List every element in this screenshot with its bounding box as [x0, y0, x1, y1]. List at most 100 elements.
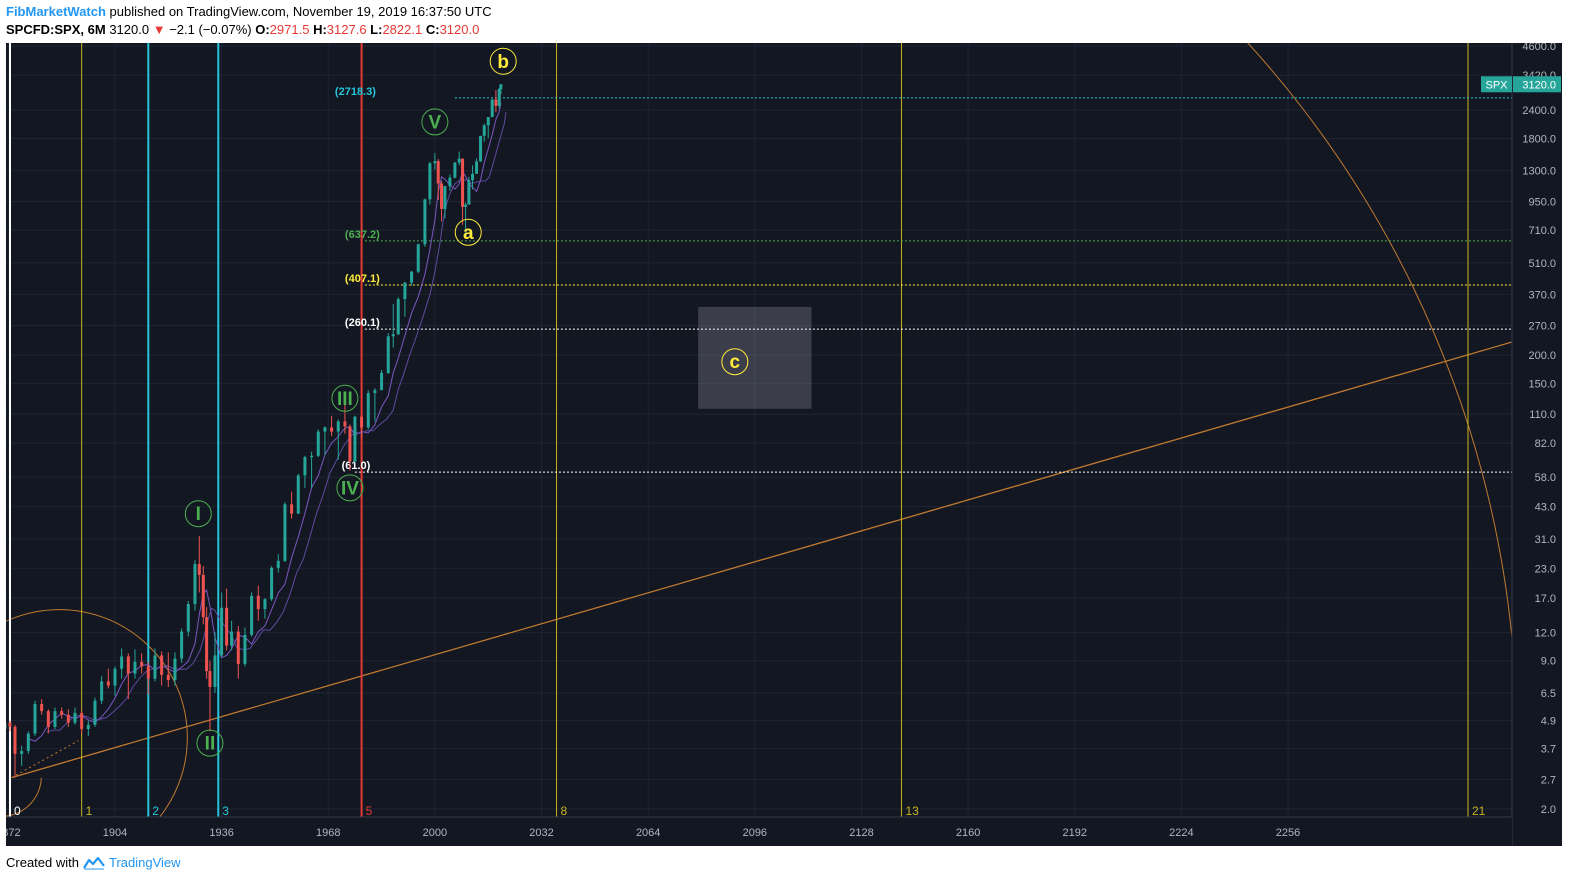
fib-arc-small: [6, 609, 188, 817]
x-tick-label: 1968: [316, 827, 340, 839]
x-tick-label: 2160: [956, 827, 980, 839]
down-arrow-icon: ▼: [152, 22, 166, 37]
open-value: 2971.5: [269, 22, 310, 37]
wave-label-circle: [336, 474, 364, 502]
price-change: −2.1 (−0.07%): [169, 22, 252, 37]
candle-body: [256, 595, 260, 610]
trendline: [11, 341, 1512, 779]
candle-body: [33, 704, 37, 734]
low-label: L:: [370, 22, 383, 37]
fib-time-label: 1: [86, 804, 93, 818]
wave-label: IV: [341, 478, 359, 499]
fib-level-label: (2718.3): [335, 86, 376, 98]
x-tick-label: 1872: [6, 827, 21, 839]
y-tick-label: 12.0: [1535, 627, 1556, 639]
wave-label-circle: [489, 47, 517, 75]
y-tick-label: 150.0: [1528, 378, 1556, 390]
y-tick-label: 2400.0: [1522, 105, 1556, 117]
fib-arc-large: [1247, 43, 1512, 644]
y-tick-label: 82.0: [1535, 438, 1556, 450]
tradingview-link[interactable]: TradingView: [108, 855, 181, 870]
wave-label: I: [196, 504, 201, 525]
candle-body: [100, 681, 104, 701]
fib-level-label: (260.1): [345, 317, 380, 329]
fib-level-label: (61.0): [342, 460, 371, 472]
author-link[interactable]: FibMarketWatch: [6, 4, 106, 19]
y-tick-label: 370.0: [1528, 289, 1556, 301]
candle-body: [205, 617, 209, 672]
candle-body: [263, 599, 267, 610]
tradingview-logo-icon: [83, 856, 105, 869]
candle-body: [423, 199, 427, 245]
candle-body: [40, 704, 44, 712]
x-tick-label: 1936: [209, 827, 233, 839]
price-chart[interactable]: 0 1 2 3 5 8 13 21 (2718.3) (637.2) (407.1) (260.1) (…: [6, 43, 1562, 846]
candle-body: [499, 84, 503, 90]
candle-body: [225, 607, 229, 646]
symbol-label[interactable]: SPCFD:SPX, 6M: [6, 22, 106, 37]
candles: [6, 84, 503, 778]
candle-body: [93, 700, 97, 725]
wave-label-circle: [196, 729, 224, 757]
chart-header: FibMarketWatch published on TradingView.…: [6, 3, 492, 21]
candle-body: [243, 634, 247, 665]
candle-body: [180, 631, 184, 659]
fib-time-label: 0: [14, 804, 21, 818]
high-value: 3127.6: [326, 22, 367, 37]
fib-spiral-seg: [6, 777, 42, 817]
price-tag: [1513, 76, 1561, 93]
candle-body: [106, 681, 110, 686]
y-tick-label: 2.7: [1541, 774, 1556, 786]
candle-body: [201, 574, 205, 618]
y-tick-label: 4.9: [1541, 716, 1556, 728]
y-tick-label: 58.0: [1535, 472, 1556, 484]
candle-body: [26, 733, 30, 752]
fib-level-label: (637.2): [345, 229, 380, 241]
candle-body: [433, 161, 437, 164]
wave-label: a: [463, 223, 474, 244]
x-tick-label: 2256: [1276, 827, 1300, 839]
y-tick-label: 110.0: [1529, 409, 1556, 421]
candle-body: [146, 666, 150, 679]
candle-body: [386, 336, 390, 373]
x-tick-label: 2096: [743, 827, 767, 839]
ohlc-legend: SPCFD:SPX, 6M 3120.0 ▼ −2.1 (−0.07%) O:2…: [6, 21, 479, 39]
candle-body: [160, 655, 164, 675]
fib-time-label: 5: [366, 804, 373, 818]
candle-body: [497, 89, 501, 106]
candle-body: [283, 504, 287, 561]
plot-area: 0 1 2 3 5 8 13 21 (2718.3) (637.2) (407.1) (260.1) (…: [6, 43, 1512, 818]
x-tick-label: 2032: [529, 827, 553, 839]
y-tick-label: 2.0: [1541, 804, 1556, 816]
y-tick-label: 6.5: [1541, 688, 1556, 700]
candle-body: [220, 607, 224, 656]
fib-time-label: 8: [561, 804, 568, 818]
candle-body: [6, 722, 7, 730]
wave-label-circle: [421, 108, 449, 136]
y-tick-label: 200.0: [1528, 350, 1556, 362]
low-value: 2822.1: [382, 22, 423, 37]
wave-label-circle: [721, 348, 749, 376]
wave-label: II: [205, 734, 216, 755]
candle-body: [457, 158, 461, 163]
candle-body: [323, 427, 327, 432]
candle-body: [380, 372, 384, 391]
candle-body: [120, 656, 124, 669]
candle-body: [13, 726, 17, 754]
last-price: 3120.0: [109, 22, 150, 37]
candle-body: [464, 204, 468, 207]
chart-area[interactable]: 0 1 2 3 5 8 13 21 (2718.3) (637.2) (407.1) (260.1) (…: [6, 43, 1562, 846]
wave-label: III: [337, 389, 353, 410]
candle-body: [197, 564, 201, 575]
y-tick-label: 510.0: [1528, 258, 1556, 270]
candle-body: [80, 712, 84, 730]
candle-body: [475, 161, 479, 174]
fib-time-label: 13: [905, 804, 919, 818]
chart-background: [6, 43, 1562, 846]
y-tick-label: 3.7: [1541, 743, 1556, 755]
candle-body: [494, 99, 498, 106]
y-tick-label: 23.0: [1535, 563, 1556, 575]
candle-body: [479, 135, 483, 162]
candle-body: [440, 183, 444, 210]
candle-body: [46, 711, 50, 727]
